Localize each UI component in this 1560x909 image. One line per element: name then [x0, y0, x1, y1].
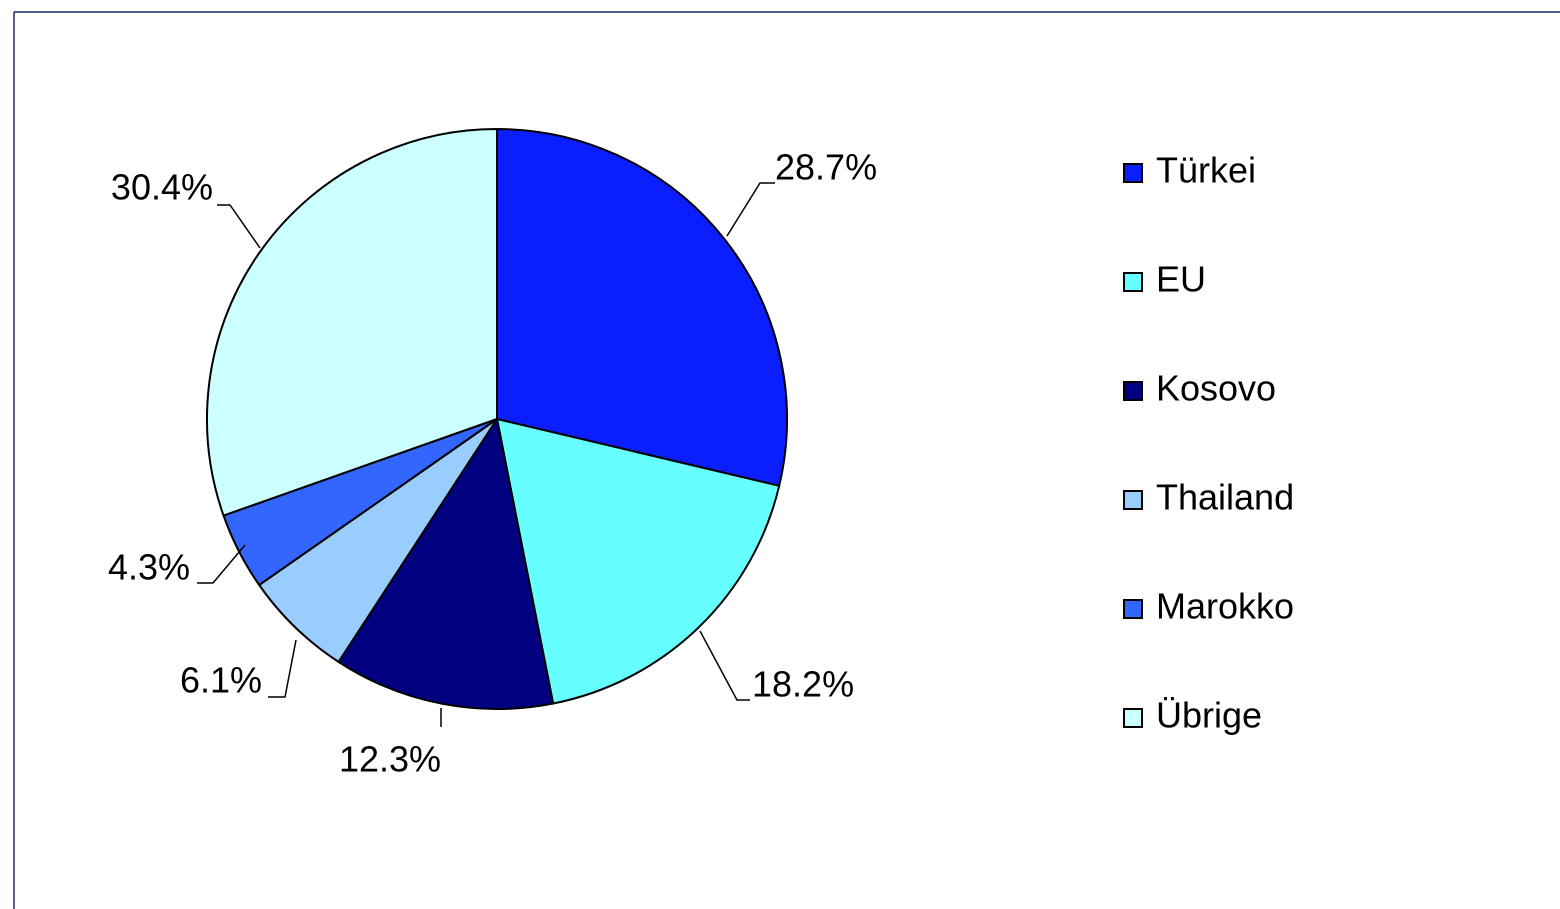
legend-label: Türkei: [1156, 150, 1256, 191]
pie-slice: [206, 127, 498, 517]
data-label: 18.2%: [752, 664, 854, 705]
data-label: 30.4%: [111, 167, 213, 208]
data-label: 6.1%: [180, 660, 262, 701]
legend-swatch: [1123, 708, 1143, 728]
pie-slice: [495, 417, 781, 705]
leader-line: [197, 544, 246, 584]
legend-swatch: [1123, 599, 1143, 619]
legend-label: Übrige: [1156, 695, 1262, 736]
leader-line: [217, 204, 261, 249]
data-label: 12.3%: [339, 739, 441, 780]
legend-label: Kosovo: [1156, 368, 1276, 409]
legend-label: Thailand: [1156, 477, 1294, 518]
legend-swatch: [1123, 163, 1143, 183]
leader-line: [699, 630, 750, 701]
leader-line: [726, 182, 775, 237]
data-label: 4.3%: [108, 547, 190, 588]
legend-swatch: [1123, 490, 1143, 510]
legend-swatch: [1123, 381, 1143, 401]
pie-slice: [337, 416, 555, 710]
pie-slice: [496, 127, 788, 488]
data-label: 28.7%: [775, 147, 877, 188]
leader-line: [268, 639, 297, 698]
legend-label: Marokko: [1156, 586, 1294, 627]
legend-swatch: [1123, 272, 1143, 292]
legend-label: EU: [1156, 259, 1206, 300]
